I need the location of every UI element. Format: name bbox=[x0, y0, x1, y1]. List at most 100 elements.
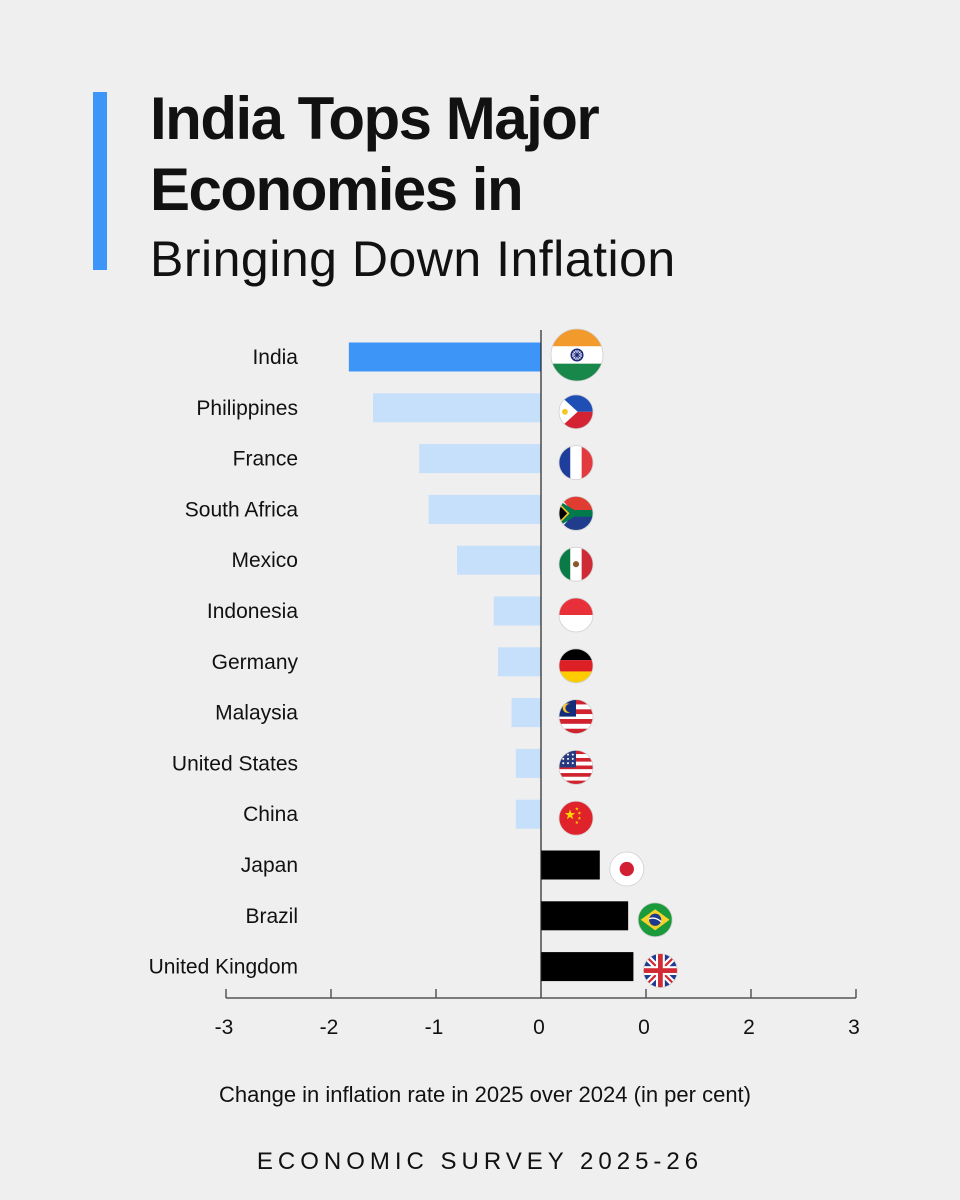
malaysia-flag-rim bbox=[558, 699, 594, 734]
indonesia-flag bbox=[558, 597, 594, 633]
france-flag-part bbox=[581, 445, 593, 480]
india-flag-part bbox=[551, 363, 603, 381]
bar-united-kingdom bbox=[541, 952, 634, 982]
inflation-bar-chart: India Philippines France South Africa Mexico… bbox=[149, 328, 860, 1039]
category-label: United Kingdom bbox=[149, 956, 298, 979]
malaysia-flag-part bbox=[559, 728, 593, 734]
bar-germany bbox=[497, 647, 541, 677]
chakra-spoke bbox=[576, 351, 583, 356]
x-tick-label: -3 bbox=[215, 1016, 234, 1039]
france-flag-body bbox=[559, 445, 593, 480]
philippines-flag-body bbox=[559, 394, 593, 429]
india-flag bbox=[550, 328, 604, 382]
br-band bbox=[648, 917, 662, 923]
germany-flag-part bbox=[559, 660, 593, 672]
india-flag-body bbox=[551, 329, 603, 381]
malaysia-flag-part bbox=[559, 719, 593, 724]
chakra-spoke bbox=[573, 349, 578, 356]
south-africa-flag-body bbox=[559, 496, 593, 531]
chakra-spoke bbox=[576, 354, 583, 359]
usa-flag-part bbox=[559, 773, 593, 777]
us-star bbox=[567, 757, 570, 760]
category-label: United States bbox=[172, 752, 298, 775]
us-star bbox=[571, 757, 574, 760]
india-flag-rim bbox=[550, 328, 604, 382]
x-tick-label: 2 bbox=[743, 1016, 755, 1039]
brazil-flag-rim bbox=[637, 902, 673, 938]
title-line-2: Economies in bbox=[150, 155, 524, 223]
bar-malaysia bbox=[511, 698, 541, 728]
x-tick-label: -1 bbox=[425, 1016, 444, 1039]
malaysia-flag-body bbox=[559, 699, 593, 734]
category-label: Brazil bbox=[245, 905, 298, 928]
category-label: Japan bbox=[241, 854, 298, 877]
us-star bbox=[571, 753, 574, 756]
indonesia-flag-body bbox=[559, 598, 593, 632]
mexico-flag-rim bbox=[558, 546, 594, 582]
title-accent-bar bbox=[93, 92, 107, 270]
china-flag-part bbox=[559, 801, 593, 836]
mx-emblem bbox=[572, 561, 580, 568]
bar-indonesia bbox=[493, 596, 541, 626]
category-label: Mexico bbox=[231, 549, 298, 572]
bar-japan bbox=[541, 850, 600, 880]
bar-philippines bbox=[373, 393, 541, 423]
japan-flag bbox=[609, 851, 645, 887]
bar-china bbox=[515, 799, 541, 829]
cn-star bbox=[577, 811, 582, 815]
x-tick-label: 0 bbox=[638, 1016, 650, 1039]
malaysia-flag-part bbox=[559, 723, 593, 729]
germany-flag bbox=[558, 648, 594, 684]
bar-united-states bbox=[515, 748, 541, 778]
za-black bbox=[559, 504, 568, 522]
uk-flag bbox=[643, 953, 678, 988]
chart-title: India Tops Major Economies in Bringing D… bbox=[150, 84, 676, 289]
cn-star bbox=[575, 806, 579, 811]
philippines-flag bbox=[558, 394, 594, 430]
south-africa-flag-rim bbox=[558, 496, 594, 531]
uk-flag-body bbox=[643, 953, 678, 988]
china-flag-body bbox=[559, 801, 593, 836]
x-tick-label: -2 bbox=[320, 1016, 339, 1039]
category-label: India bbox=[252, 346, 298, 369]
france-flag-rim bbox=[558, 445, 594, 481]
us-star bbox=[562, 762, 565, 765]
title-line-1: India Tops Major bbox=[150, 85, 600, 152]
category-label: Indonesia bbox=[207, 600, 298, 623]
usa-flag-part bbox=[559, 769, 593, 774]
ph-triangle bbox=[559, 394, 578, 429]
germany-flag-part bbox=[559, 671, 593, 683]
chakra-spoke bbox=[571, 354, 578, 359]
bar-brazil bbox=[541, 901, 629, 931]
brazil-flag bbox=[637, 902, 673, 938]
bar-mexico bbox=[457, 545, 541, 575]
uk-cross-r-h bbox=[643, 968, 678, 973]
cn-star bbox=[577, 816, 582, 820]
china-flag-rim bbox=[558, 800, 594, 836]
category-label: South Africa bbox=[185, 498, 299, 521]
uk-flag-rim bbox=[643, 953, 678, 988]
us-star bbox=[567, 753, 570, 756]
category-label: France bbox=[233, 448, 298, 471]
japan-flag-rim bbox=[609, 851, 645, 887]
my-crescent-cut bbox=[565, 704, 574, 713]
jp-sun bbox=[619, 861, 634, 877]
za-green-y bbox=[559, 500, 593, 527]
mexico-flag-part bbox=[559, 547, 571, 582]
x-axis-label: Change in inflation rate in 2025 over 20… bbox=[218, 1082, 751, 1107]
category-label: Philippines bbox=[196, 397, 298, 420]
france-flag bbox=[558, 445, 594, 481]
cn-star bbox=[575, 820, 579, 824]
chakra-spoke bbox=[576, 354, 581, 361]
indonesia-flag-rim bbox=[558, 597, 594, 633]
x-tick-label: 0 bbox=[533, 1016, 545, 1039]
chakra-spoke bbox=[576, 349, 581, 356]
usa-flag-part bbox=[559, 776, 593, 781]
bar-india bbox=[348, 342, 541, 372]
india-flag-part bbox=[551, 329, 603, 347]
mexico-flag-part bbox=[581, 547, 593, 582]
usa-flag-part bbox=[559, 780, 593, 785]
malaysia-flag bbox=[558, 699, 594, 734]
indonesia-flag-part bbox=[559, 615, 593, 632]
usa-flag bbox=[558, 750, 594, 785]
